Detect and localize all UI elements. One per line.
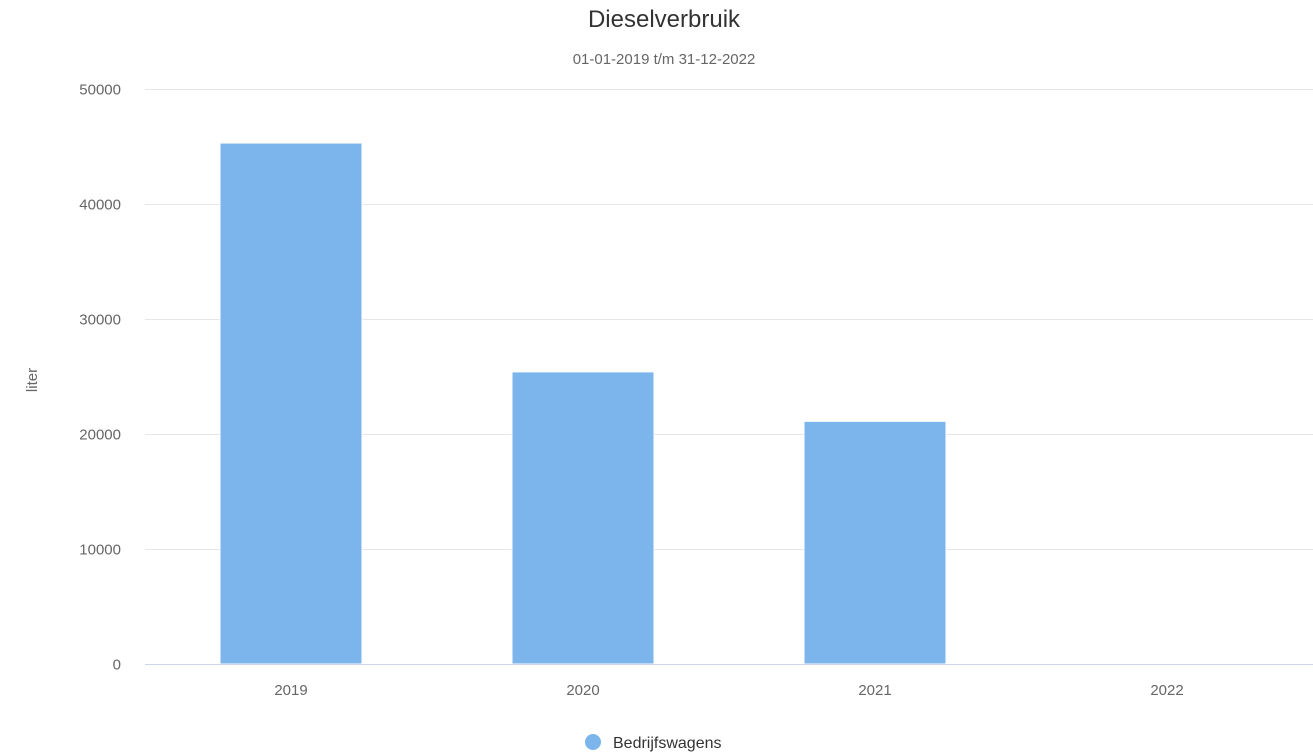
x-tick-label: 2020 bbox=[566, 682, 599, 699]
legend[interactable]: Bedrijfswagens bbox=[585, 734, 722, 752]
bars bbox=[219, 142, 947, 665]
x-tick-label: 2022 bbox=[1150, 682, 1183, 699]
y-tick-label: 50000 bbox=[79, 82, 121, 99]
y-axis-title: liter bbox=[24, 368, 41, 392]
chart-title: Dieselverbruik bbox=[588, 6, 741, 33]
y-tick-label: 40000 bbox=[79, 197, 121, 214]
y-tick-label: 30000 bbox=[79, 312, 121, 329]
bar-2020[interactable] bbox=[511, 371, 655, 665]
x-tick-label: 2019 bbox=[274, 682, 307, 699]
legend-marker bbox=[585, 734, 601, 750]
bar-2021[interactable] bbox=[803, 420, 947, 665]
chart-subtitle: 01-01-2019 t/m 31-12-2022 bbox=[573, 51, 756, 68]
y-tick-label: 10000 bbox=[79, 542, 121, 559]
legend-item-label[interactable]: Bedrijfswagens bbox=[613, 735, 722, 752]
y-tick-label: 20000 bbox=[79, 427, 121, 444]
x-tick-label: 2021 bbox=[858, 682, 891, 699]
bar-2019[interactable] bbox=[219, 142, 363, 665]
x-axis-ticks: 2019 2020 2021 2022 bbox=[274, 682, 1183, 699]
y-axis-ticks: 0 10000 20000 30000 40000 50000 bbox=[79, 82, 121, 674]
y-tick-label: 0 bbox=[113, 657, 121, 674]
